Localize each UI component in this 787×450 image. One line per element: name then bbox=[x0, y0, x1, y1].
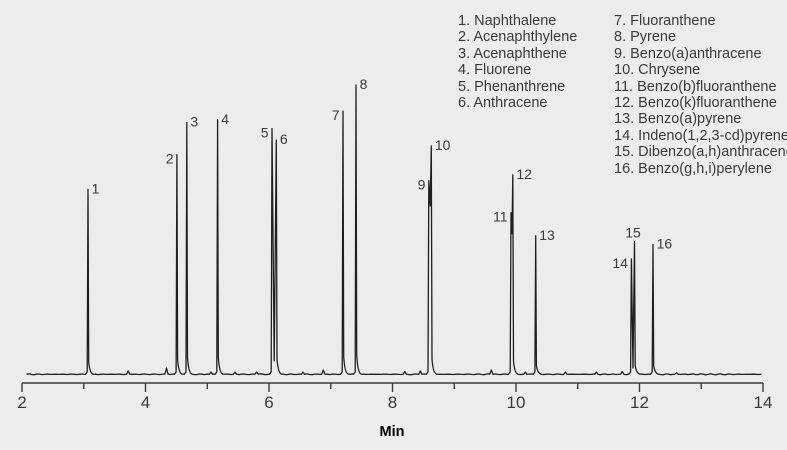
x-axis-title: Min bbox=[380, 424, 405, 440]
peak-label-3: 3 bbox=[190, 114, 198, 130]
legend-item-4: 4. Fluorene bbox=[458, 62, 532, 79]
chromatogram-trace bbox=[26, 84, 762, 376]
peak-label-8: 8 bbox=[360, 76, 368, 92]
peak-label-5: 5 bbox=[261, 125, 269, 141]
legend-item-3: 3. Acenaphthene bbox=[458, 45, 567, 62]
legend-column-1: 1. Naphthalene 2. Acenaphthylene 3. Acenap… bbox=[458, 13, 577, 111]
legend-item-5: 5. Phenanthrene bbox=[458, 78, 566, 95]
legend-item-10: 10. Chrysene bbox=[614, 62, 701, 79]
legend-item-6: 6. Anthracene bbox=[458, 95, 548, 112]
x-axis: 2 4 6 8 10 12 14 bbox=[17, 382, 773, 412]
x-axis-tick-label-2: 2 bbox=[17, 393, 26, 412]
peak-label-10: 10 bbox=[435, 137, 451, 153]
legend-item-8: 8. Pyrene bbox=[614, 29, 677, 46]
legend-item-13: 13. Benzo(a)pyrene bbox=[614, 111, 742, 128]
peak-label-11: 11 bbox=[493, 209, 508, 225]
legend-item-11: 11. Benzo(b)fluoranthene bbox=[614, 78, 777, 95]
x-axis-tick-label-14: 14 bbox=[754, 393, 773, 412]
legend-item-2: 2. Acenaphthylene bbox=[458, 29, 578, 46]
peak-label-1: 1 bbox=[92, 180, 100, 196]
x-axis-tick-label-4: 4 bbox=[141, 393, 150, 412]
legend-column-2: 7. Fluoranthene 8. Pyrene 9. Benzo(a)anthr… bbox=[614, 13, 787, 177]
legend-item-15: 15. Dibenzo(a,h)anthracene bbox=[614, 144, 787, 161]
legend-item-9: 9. Benzo(a)anthracene bbox=[614, 45, 762, 62]
legend-item-7: 7. Fluoranthene bbox=[614, 13, 716, 29]
peak-label-16: 16 bbox=[657, 236, 673, 252]
legend-item-14: 14. Indeno(1,2,3-cd)pyrene bbox=[614, 127, 787, 144]
x-axis-tick-label-10: 10 bbox=[507, 393, 526, 412]
peak-label-15: 15 bbox=[625, 225, 641, 241]
peak-label-14: 14 bbox=[612, 255, 628, 271]
peak-label-12: 12 bbox=[516, 166, 532, 182]
legend-item-16: 16. Benzo(g,h,i)perylene bbox=[614, 160, 772, 177]
peak-label-9: 9 bbox=[418, 177, 426, 193]
peak-label-4: 4 bbox=[221, 111, 229, 127]
legend-item-12: 12. Benzo(k)fluoranthene bbox=[614, 95, 777, 112]
peak-label-6: 6 bbox=[280, 131, 288, 147]
trace-path bbox=[26, 84, 762, 376]
x-axis-tick-label-8: 8 bbox=[388, 393, 397, 412]
peak-label-13: 13 bbox=[539, 227, 555, 243]
peak-label-7: 7 bbox=[332, 107, 340, 123]
legend-item-1: 1. Naphthalene bbox=[458, 13, 557, 29]
x-axis-tick-label-6: 6 bbox=[264, 393, 273, 412]
peak-label-2: 2 bbox=[166, 151, 174, 167]
x-axis-tick-label-12: 12 bbox=[630, 393, 649, 412]
